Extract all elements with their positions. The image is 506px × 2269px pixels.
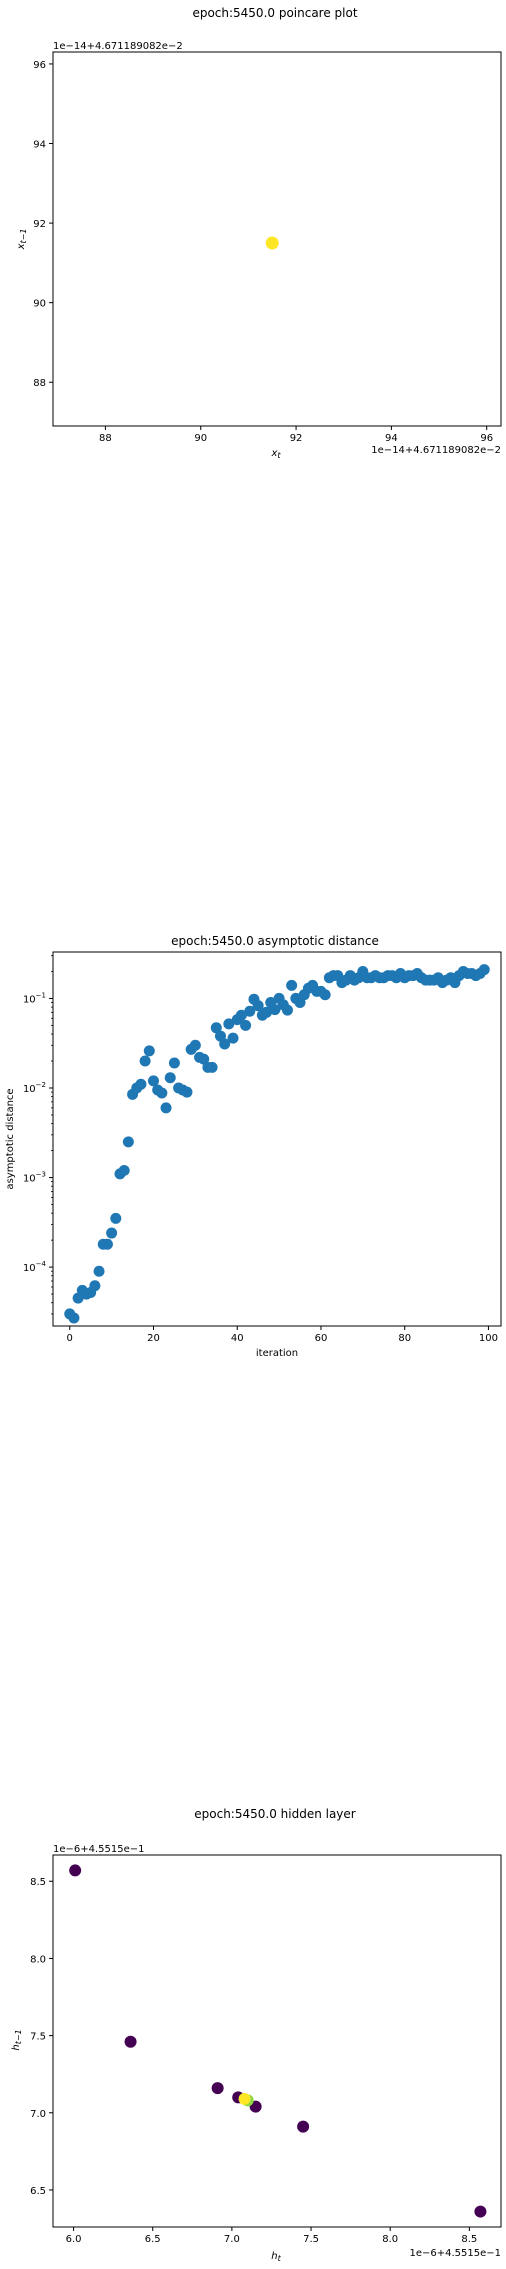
asymptotic-distance-point <box>102 1239 113 1250</box>
poincare-plot-y-tick-label: 96 <box>33 60 46 71</box>
hidden-layer-point <box>212 2082 224 2094</box>
asymptotic-distance-point <box>190 1040 201 1051</box>
poincare-plot-title: epoch:5450.0 poincare plot <box>192 6 357 20</box>
asymptotic-distance-x-tick-label: 60 <box>315 1333 328 1344</box>
hidden-layer-y-tick-label: 6.5 <box>30 2186 46 2197</box>
poincare-plot-y-tick-label: 88 <box>33 378 46 389</box>
asymptotic-distance-point <box>110 1213 121 1224</box>
asymptotic-distance-point <box>89 1280 100 1291</box>
asymptotic-distance-point <box>94 1266 105 1277</box>
hidden-layer-y-tick-label: 7.5 <box>30 2032 46 2043</box>
asymptotic-distance-point <box>228 1033 239 1044</box>
hidden-layer-y-tick-label: 7.0 <box>30 2109 46 2120</box>
poincare-plot-x-offset-label: 1e−14+4.671189082e−2 <box>371 445 501 456</box>
hidden-layer-x-tick-label: 7.0 <box>224 2234 240 2245</box>
hidden-layer-y-tick-label: 8.5 <box>30 1877 46 1888</box>
asymptotic-distance-x-tick-label: 20 <box>147 1333 160 1344</box>
asymptotic-distance-x-tick-label: 0 <box>67 1333 73 1344</box>
hidden-layer-x-tick-label: 6.5 <box>145 2234 161 2245</box>
poincare-plot-x-tick-label: 92 <box>290 433 303 444</box>
asymptotic-distance-point <box>479 964 490 975</box>
hidden-layer-point <box>239 2093 251 2105</box>
asymptotic-distance-point <box>135 1079 146 1090</box>
asymptotic-distance-point <box>207 1062 218 1073</box>
asymptotic-distance-x-tick-label: 100 <box>479 1333 498 1344</box>
hidden-layer-point <box>125 2036 137 2048</box>
asymptotic-distance-point <box>68 1313 79 1324</box>
asymptotic-distance-point <box>282 1005 293 1016</box>
hidden-layer-x-tick-label: 8.0 <box>382 2234 398 2245</box>
asymptotic-distance-point <box>181 1087 192 1098</box>
poincare-plot-points <box>266 236 279 249</box>
asymptotic-distance-point <box>123 1136 134 1147</box>
poincare-plot-x-tick-label: 96 <box>480 433 493 444</box>
poincare-plot-x-tick-label: 88 <box>99 433 112 444</box>
asymptotic-distance-point <box>320 989 331 1000</box>
hidden-layer-y-offset-label: 1e−6+4.5515e−1 <box>53 1844 145 1855</box>
asymptotic-distance-point <box>286 980 297 991</box>
asymptotic-distance-point <box>140 1056 151 1067</box>
asymptotic-distance-point <box>156 1087 167 1098</box>
poincare-plot-x-tick-label: 90 <box>194 433 207 444</box>
hidden-layer-x-offset-label: 1e−6+4.5515e−1 <box>409 2248 501 2259</box>
asymptotic-distance-point <box>169 1058 180 1069</box>
hidden-layer-x-tick-label: 8.5 <box>461 2234 477 2245</box>
hidden-layer-point <box>69 1864 81 1876</box>
asymptotic-distance-x-tick-label: 40 <box>231 1333 244 1344</box>
asymptotic-distance-y-label: asymptotic distance <box>5 1088 16 1189</box>
hidden-layer-point <box>297 2121 309 2133</box>
asymptotic-distance-point <box>161 1102 172 1113</box>
asymptotic-distance-point <box>106 1228 117 1239</box>
poincare-plot-y-tick-label: 94 <box>33 140 46 151</box>
asymptotic-distance-point <box>165 1072 176 1083</box>
poincare-plot-y-offset-label: 1e−14+4.671189082e−2 <box>53 41 183 52</box>
hidden-layer-y-tick-label: 8.0 <box>30 1954 46 1965</box>
poincare-plot-x-tick-label: 94 <box>385 433 398 444</box>
hidden-layer-title: epoch:5450.0 hidden layer <box>194 1807 356 1821</box>
poincare-plot-y-tick-label: 92 <box>33 219 46 230</box>
poincare-plot-point <box>266 236 279 249</box>
poincare-plot-y-tick-label: 90 <box>33 299 46 310</box>
asymptotic-distance-x-tick-label: 80 <box>398 1333 411 1344</box>
asymptotic-distance-point <box>119 1165 130 1176</box>
hidden-layer-x-tick-label: 7.5 <box>303 2234 319 2245</box>
asymptotic-distance-x-label: iteration <box>256 1348 298 1359</box>
asymptotic-distance-point <box>144 1045 155 1056</box>
hidden-layer-point <box>474 2206 486 2218</box>
asymptotic-distance-point <box>240 1020 251 1031</box>
hidden-layer-x-tick-label: 6.0 <box>66 2234 82 2245</box>
asymptotic-distance-title: epoch:5450.0 asymptotic distance <box>171 934 379 948</box>
